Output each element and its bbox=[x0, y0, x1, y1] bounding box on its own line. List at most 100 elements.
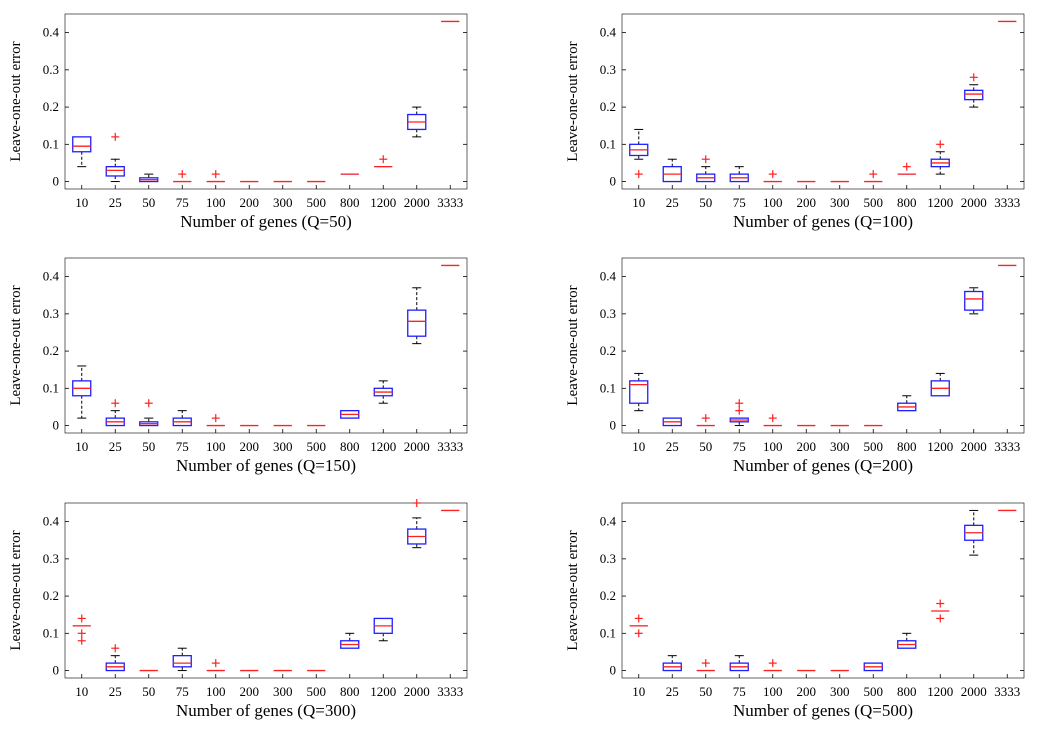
box-800 bbox=[897, 395, 917, 412]
y-tick-label: 0 bbox=[610, 174, 617, 189]
x-tick-label: 800 bbox=[340, 439, 360, 454]
box-50 bbox=[696, 414, 715, 427]
x-tick-label: 100 bbox=[763, 195, 783, 210]
x-tick-label: 500 bbox=[864, 684, 884, 699]
box-50 bbox=[139, 399, 159, 427]
x-tick-label: 75 bbox=[176, 195, 189, 210]
y-tick-label: 0.1 bbox=[600, 136, 616, 151]
box-25 bbox=[105, 132, 125, 183]
y-tick-label: 0.3 bbox=[43, 62, 59, 77]
box-10 bbox=[72, 614, 91, 645]
x-tick-label: 2000 bbox=[961, 195, 987, 210]
x-axis-label: Number of genes (Q=100) bbox=[733, 212, 913, 231]
x-tick-label: 50 bbox=[142, 684, 155, 699]
x-tick-label: 1200 bbox=[370, 195, 396, 210]
box-10 bbox=[629, 128, 649, 179]
x-tick-label: 2000 bbox=[404, 684, 430, 699]
x-tick-label: 25 bbox=[109, 195, 122, 210]
box-2000 bbox=[407, 499, 427, 549]
x-tick-label: 200 bbox=[240, 195, 260, 210]
y-tick-label: 0.2 bbox=[600, 99, 616, 114]
box-100 bbox=[206, 170, 225, 183]
box-2000 bbox=[407, 106, 427, 138]
plot-frame bbox=[621, 502, 1025, 679]
x-tick-label: 2000 bbox=[404, 195, 430, 210]
y-tick-label: 0.3 bbox=[600, 306, 616, 321]
x-tick-label: 300 bbox=[273, 195, 293, 210]
y-tick-label: 0 bbox=[610, 418, 617, 433]
plot-frame bbox=[64, 13, 468, 190]
x-tick-label: 75 bbox=[733, 684, 746, 699]
box-50 bbox=[696, 659, 715, 672]
box-75 bbox=[173, 170, 192, 183]
x-tick-label: 300 bbox=[273, 684, 293, 699]
box-body bbox=[629, 380, 649, 404]
x-tick-label: 800 bbox=[897, 195, 917, 210]
y-axis-label: Leave-one-out error bbox=[8, 41, 24, 161]
x-axis-label: Number of genes (Q=500) bbox=[733, 701, 913, 720]
y-tick-label: 0.4 bbox=[43, 269, 60, 284]
box-10 bbox=[72, 136, 92, 168]
x-tick-label: 10 bbox=[75, 439, 88, 454]
x-tick-label: 500 bbox=[864, 439, 884, 454]
x-tick-label: 100 bbox=[763, 684, 783, 699]
box-800 bbox=[897, 162, 916, 175]
chart-panel-1: 0 0.1 0.2 0.3 0.4 10 25 50 75 100 200 300 500 800 1200… bbox=[8, 13, 468, 231]
x-tick-label: 75 bbox=[176, 439, 189, 454]
x-tick-label: 1200 bbox=[370, 439, 396, 454]
box-100 bbox=[763, 659, 782, 672]
box-50 bbox=[139, 173, 159, 183]
x-tick-label: 100 bbox=[206, 439, 226, 454]
box-75 bbox=[729, 655, 749, 672]
y-tick-label: 0.4 bbox=[600, 25, 617, 40]
x-tick-label: 50 bbox=[699, 195, 712, 210]
x-tick-label: 500 bbox=[864, 195, 884, 210]
chart-panel-4: 0 0.1 0.2 0.3 0.4 10 25 50 75 100 200 300 500 800 1200… bbox=[565, 257, 1025, 475]
y-tick-label: 0.4 bbox=[600, 269, 617, 284]
box-25 bbox=[662, 417, 682, 427]
y-tick-label: 0 bbox=[610, 663, 617, 678]
x-tick-label: 2000 bbox=[961, 439, 987, 454]
x-tick-label: 800 bbox=[897, 684, 917, 699]
box-2000 bbox=[964, 509, 984, 556]
box-100 bbox=[206, 659, 225, 672]
x-tick-label: 3333 bbox=[437, 439, 463, 454]
x-tick-label: 100 bbox=[763, 439, 783, 454]
box-body bbox=[964, 290, 984, 311]
y-axis-label: Leave-one-out error bbox=[565, 41, 581, 161]
x-tick-label: 300 bbox=[830, 195, 850, 210]
x-tick-label: 100 bbox=[206, 684, 226, 699]
box-2000 bbox=[407, 287, 427, 345]
y-tick-label: 0 bbox=[53, 663, 60, 678]
box-body bbox=[72, 136, 92, 153]
x-tick-label: 800 bbox=[897, 439, 917, 454]
y-tick-label: 0.1 bbox=[600, 625, 616, 640]
box-100 bbox=[763, 170, 782, 183]
x-tick-label: 75 bbox=[733, 195, 746, 210]
x-tick-label: 800 bbox=[340, 195, 360, 210]
y-tick-label: 0.3 bbox=[600, 551, 616, 566]
box-800 bbox=[897, 632, 917, 649]
x-tick-label: 75 bbox=[176, 684, 189, 699]
plot-frame bbox=[64, 257, 468, 434]
box-75 bbox=[172, 647, 192, 672]
x-axis-label: Number of genes (Q=300) bbox=[176, 701, 356, 720]
box-500 bbox=[864, 170, 883, 183]
x-axis-label: Number of genes (Q=200) bbox=[733, 456, 913, 475]
y-tick-label: 0.2 bbox=[600, 588, 616, 603]
chart-panel-3: 0 0.1 0.2 0.3 0.4 10 25 50 75 100 200 300 500 800 1200… bbox=[8, 257, 468, 475]
y-tick-label: 0.4 bbox=[600, 514, 617, 529]
y-axis-label: Leave-one-out error bbox=[8, 530, 24, 650]
plot-frame bbox=[64, 502, 468, 679]
y-tick-label: 0.3 bbox=[43, 551, 59, 566]
y-tick-label: 0 bbox=[53, 418, 60, 433]
chart-panel-6: 0 0.1 0.2 0.3 0.4 10 25 50 75 100 200 300 500 800 1200… bbox=[565, 502, 1025, 720]
x-tick-label: 50 bbox=[142, 439, 155, 454]
x-tick-label: 200 bbox=[797, 195, 817, 210]
box-10 bbox=[72, 365, 92, 419]
x-axis-label: Number of genes (Q=50) bbox=[180, 212, 352, 231]
box-1200 bbox=[373, 380, 393, 404]
x-tick-label: 25 bbox=[666, 684, 679, 699]
box-25 bbox=[105, 644, 125, 672]
x-tick-label: 3333 bbox=[994, 195, 1020, 210]
